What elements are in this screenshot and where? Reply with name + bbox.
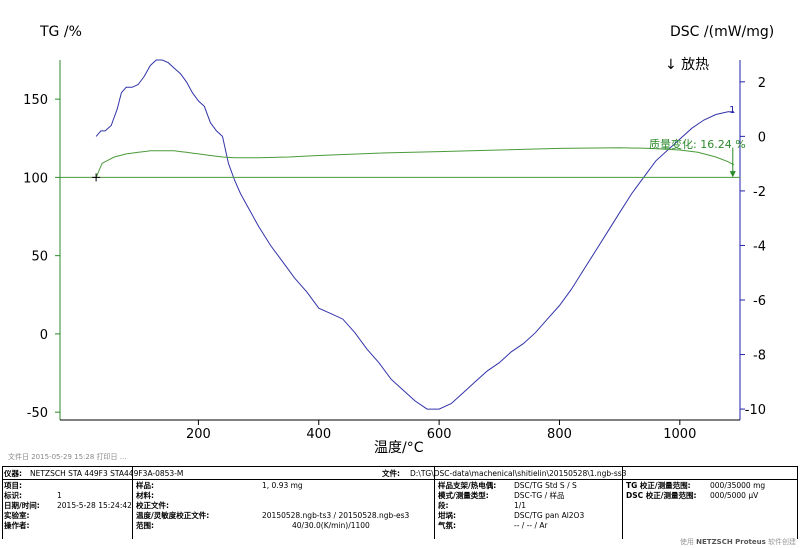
id-key: 标识: [4, 491, 22, 500]
temp-cal-value: 20150528.ngb-ts3 / 20150528.ngb-es3 [262, 511, 410, 520]
material-key: 材料: [136, 491, 154, 500]
mode-key: 模式/测量类型: [438, 491, 489, 500]
mass-change-arrowhead [729, 171, 736, 178]
left-tick-label: 100 [23, 171, 48, 186]
file-key: 文件: [382, 469, 400, 478]
tg-range-key: TG 校正/测量范围: [626, 481, 691, 490]
pan-key: 坩埚: [438, 511, 456, 520]
mass-change-annotation: 质量变化: 16.24 % [649, 138, 746, 151]
holder-key: 样品支架/热电偶: [438, 481, 497, 490]
id-value: 1 [57, 491, 62, 500]
print-date: 文件日 2015-05-29 15:28 打印日 ... [8, 453, 127, 461]
right-tick-label: 2 [758, 76, 766, 91]
tg-curve [95, 147, 735, 178]
atmosphere-value: -- / -- / Ar [514, 521, 548, 530]
lab-key: 实验室: [4, 511, 30, 520]
left-tick-label: -50 [27, 406, 48, 421]
segment-value: 1/1 [514, 501, 527, 510]
range-key: 范围: [136, 521, 154, 530]
chart-axes [59, 60, 741, 421]
sample-key: 样品: [136, 481, 154, 490]
x-tick-label: 200 [186, 427, 211, 442]
right-tick-label: 0 [758, 130, 766, 145]
tg-dsc-chart: 200 400 600 800 1000 150 100 50 0 -50 2 0 -2 -4 -6 -8 -1… [23, 59, 766, 442]
tg-range-value: 000/35000 mg [710, 481, 766, 490]
x-tick-label: 400 [306, 427, 331, 442]
measurement-info-panel: 仪器: NETZSCH STA 449F3 STA449F3A-0853-M 文… [2, 466, 798, 547]
temp-cal-key: 温度/灵敏度校正文件: [136, 511, 210, 520]
footer-prefix: 使用 [679, 538, 694, 546]
file-value: D:\TG\DSC-data\machenical\shitielin\2015… [410, 469, 627, 478]
left-axis-label: TG /% [40, 24, 82, 40]
operator-key: 操作者: [4, 521, 30, 530]
right-tick-label: -4 [753, 239, 766, 254]
x-tick-label: 1000 [663, 427, 696, 442]
chart-ticks: 200 400 600 800 1000 150 100 50 0 -50 2 0 -2 -4 -6 -8 -1… [23, 76, 766, 442]
corr-file-key: 校正文件: [136, 501, 169, 510]
software-footer: 使用 NETZSCH Proteus 软件创建 [680, 537, 796, 547]
dsc-end-marker: 1 [729, 105, 735, 116]
datetime-value: 2015-5-28 15:24:42 [57, 501, 132, 510]
holder-value: DSC/TG Std S / S [514, 481, 577, 490]
dsc-range-value: 000/5000 μV [710, 491, 759, 500]
atmosphere-key: 气氛: [438, 521, 456, 530]
exotherm-label: ↓ 放热 [665, 57, 710, 73]
pan-value: DSC/TG pan Al2O3 [514, 511, 585, 520]
project-key: 项目: [4, 481, 22, 490]
dsc-range-key: DSC 校正/测量范围: [626, 491, 697, 500]
right-axis-label: DSC /(mW/mg) [670, 24, 775, 40]
mode-value: DSC-TG / 样品 [514, 491, 565, 500]
left-tick-label: 150 [23, 93, 48, 108]
footer-suffix: 软件创建 [768, 538, 796, 546]
instrument-value: NETZSCH STA 449F3 STA449F3A-0853-M [30, 469, 184, 478]
right-tick-label: -2 [753, 185, 766, 200]
right-tick-label: -8 [753, 349, 766, 364]
footer-brand: NETZSCH Proteus [696, 538, 766, 546]
datetime-key: 日期/时间: [4, 501, 40, 510]
chart-series [60, 59, 740, 410]
x-axis-label: 温度/°C [374, 440, 424, 456]
left-tick-label: 0 [40, 328, 48, 343]
instrument-key: 仪器: [4, 469, 22, 478]
dsc-curve [95, 59, 734, 410]
x-tick-label: 600 [427, 427, 452, 442]
right-tick-label: -6 [753, 294, 766, 309]
right-tick-label: -10 [745, 403, 766, 418]
segment-key: 段: [438, 501, 449, 510]
chart-markers: 1 [92, 105, 736, 182]
sample-value: 1, 0.93 mg [262, 481, 303, 490]
range-value: 40/30.0(K/min)/1100 [292, 521, 370, 530]
left-tick-label: 50 [31, 250, 48, 265]
x-tick-label: 800 [547, 427, 572, 442]
